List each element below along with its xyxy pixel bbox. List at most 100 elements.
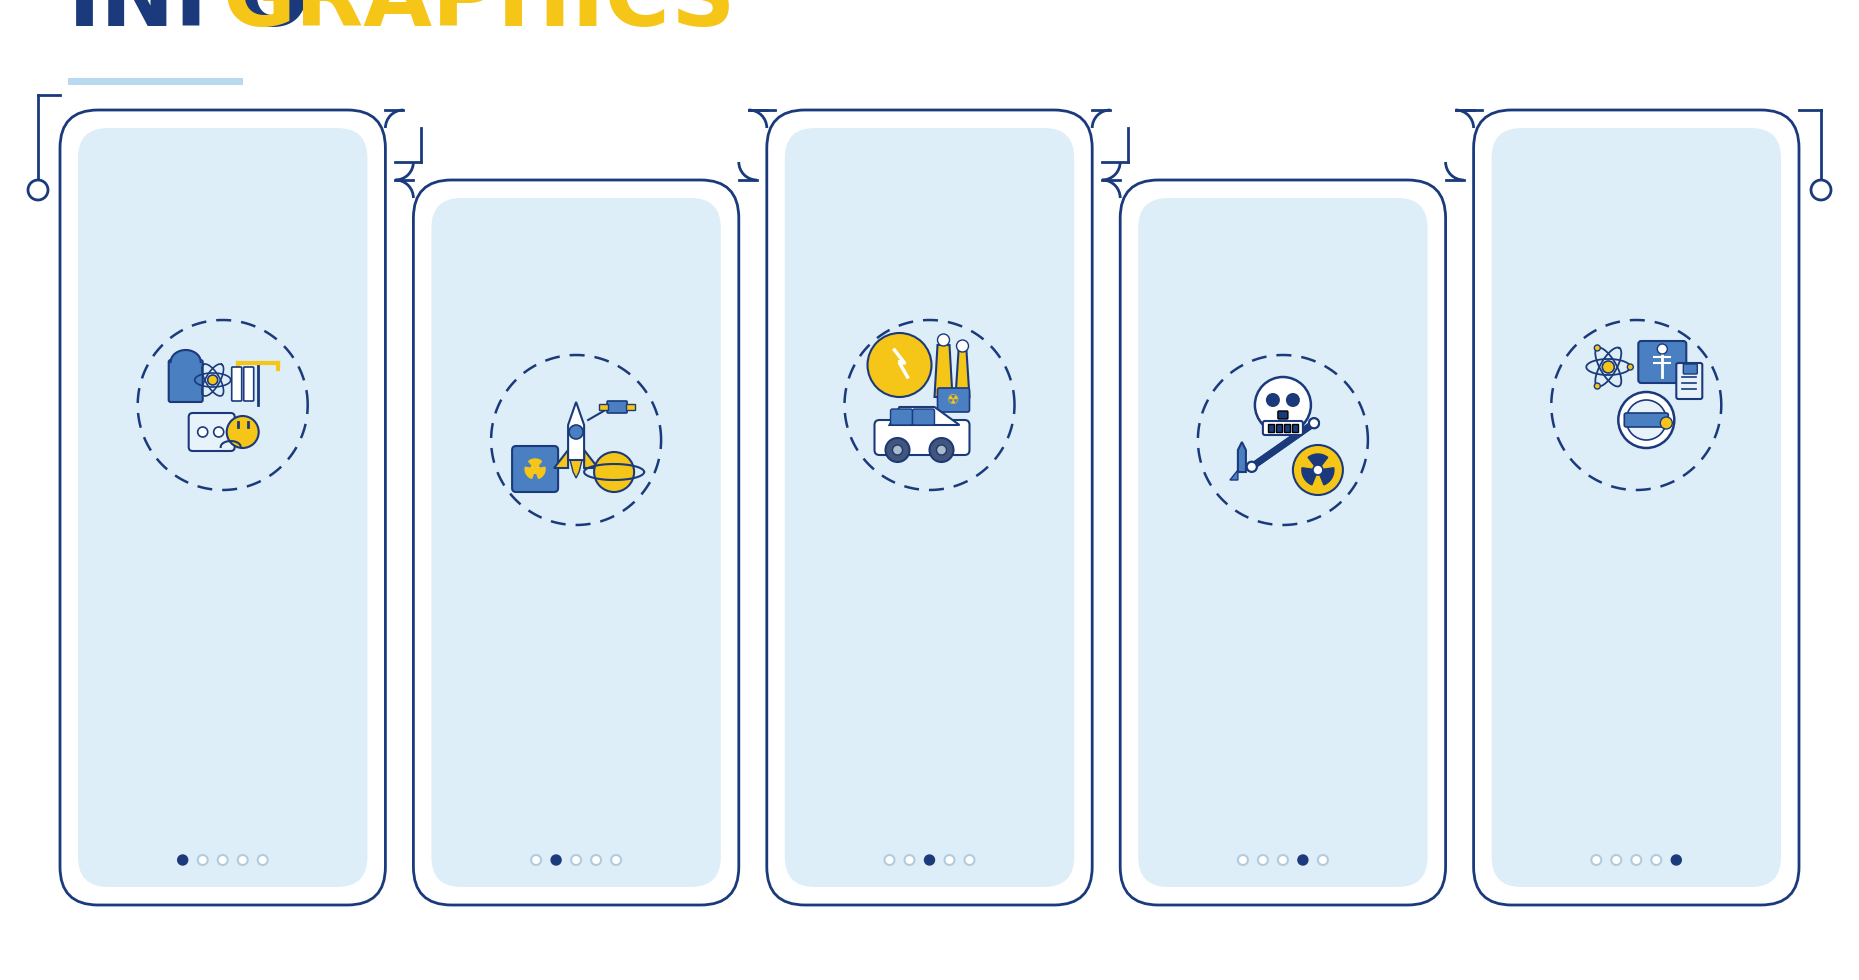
FancyBboxPatch shape [244, 367, 253, 401]
Polygon shape [894, 350, 907, 377]
Circle shape [905, 855, 915, 865]
Circle shape [885, 438, 909, 462]
Polygon shape [584, 450, 599, 468]
Text: Lorem ipsum dolor sit dim
amet, mea regione diamet
principes at.: Lorem ipsum dolor sit dim amet, mea regi… [1162, 590, 1404, 658]
Circle shape [1277, 855, 1288, 865]
Circle shape [930, 438, 954, 462]
Circle shape [1255, 377, 1311, 433]
Circle shape [1312, 465, 1324, 475]
Circle shape [571, 855, 582, 865]
Text: Nuclear
Medicine: Nuclear Medicine [1560, 510, 1714, 573]
Text: Lorem ipsum dolor sit dim
amet, mea regione diamet
principes at.: Lorem ipsum dolor sit dim amet, mea regi… [809, 565, 1050, 633]
Circle shape [885, 855, 894, 865]
FancyBboxPatch shape [890, 409, 913, 425]
Circle shape [1309, 418, 1320, 428]
Circle shape [28, 180, 48, 200]
FancyBboxPatch shape [1275, 424, 1283, 432]
Polygon shape [535, 467, 545, 478]
Text: INFO: INFO [69, 0, 312, 45]
Circle shape [1602, 361, 1614, 373]
FancyBboxPatch shape [431, 198, 721, 887]
Circle shape [1660, 417, 1673, 429]
Circle shape [218, 855, 227, 865]
FancyBboxPatch shape [599, 404, 608, 410]
Circle shape [937, 445, 946, 455]
FancyBboxPatch shape [874, 420, 970, 455]
Circle shape [1259, 855, 1268, 865]
FancyBboxPatch shape [78, 128, 368, 887]
FancyBboxPatch shape [1262, 421, 1303, 435]
FancyBboxPatch shape [1474, 110, 1800, 905]
FancyBboxPatch shape [1121, 180, 1446, 905]
Polygon shape [528, 459, 541, 469]
Circle shape [1298, 855, 1309, 865]
Text: Space
Exploration: Space Exploration [478, 535, 675, 599]
FancyBboxPatch shape [913, 409, 935, 425]
Polygon shape [1238, 442, 1246, 472]
Circle shape [1651, 855, 1662, 865]
Circle shape [892, 445, 902, 455]
FancyBboxPatch shape [1677, 363, 1703, 399]
FancyBboxPatch shape [1682, 364, 1697, 374]
Circle shape [1247, 462, 1257, 471]
Circle shape [1247, 462, 1257, 471]
Polygon shape [571, 460, 582, 478]
FancyBboxPatch shape [232, 367, 242, 401]
Polygon shape [1309, 454, 1327, 470]
FancyBboxPatch shape [1285, 424, 1290, 432]
Circle shape [1595, 383, 1601, 389]
Circle shape [532, 855, 541, 865]
Circle shape [197, 855, 208, 865]
FancyBboxPatch shape [1625, 413, 1668, 427]
Polygon shape [524, 467, 535, 478]
FancyBboxPatch shape [626, 404, 636, 410]
Text: Lorem ipsum dolor sit dim
amet, mea regione diamet
principes at.: Lorem ipsum dolor sit dim amet, mea regi… [455, 590, 697, 658]
FancyBboxPatch shape [59, 110, 385, 905]
FancyBboxPatch shape [766, 110, 1093, 905]
Circle shape [532, 465, 539, 473]
Circle shape [258, 855, 268, 865]
Circle shape [1286, 393, 1299, 407]
Circle shape [944, 855, 954, 865]
Polygon shape [889, 407, 959, 425]
FancyBboxPatch shape [1292, 424, 1298, 432]
Circle shape [214, 427, 223, 437]
Circle shape [569, 425, 584, 439]
FancyBboxPatch shape [1138, 198, 1428, 887]
Text: Nuclear
Weapons: Nuclear Weapons [1205, 535, 1361, 599]
FancyBboxPatch shape [784, 128, 1075, 887]
Circle shape [1309, 418, 1320, 428]
FancyBboxPatch shape [69, 78, 244, 85]
FancyBboxPatch shape [413, 180, 738, 905]
Circle shape [957, 340, 969, 352]
Circle shape [227, 416, 258, 448]
FancyBboxPatch shape [1638, 341, 1686, 383]
Circle shape [550, 855, 561, 865]
Circle shape [965, 855, 974, 865]
Circle shape [197, 427, 208, 437]
Text: Electricity: Electricity [136, 510, 309, 539]
Circle shape [591, 855, 600, 865]
Polygon shape [1301, 467, 1318, 485]
Text: GRAPHICS: GRAPHICS [223, 0, 736, 45]
Circle shape [178, 855, 188, 865]
Polygon shape [1231, 470, 1238, 480]
Circle shape [1632, 855, 1641, 865]
Circle shape [1612, 855, 1621, 865]
Circle shape [1292, 445, 1342, 495]
Text: ☢: ☢ [948, 393, 959, 407]
Circle shape [937, 334, 950, 346]
Circle shape [1591, 855, 1601, 865]
FancyBboxPatch shape [190, 413, 234, 451]
FancyBboxPatch shape [937, 388, 970, 412]
FancyBboxPatch shape [169, 360, 203, 402]
Polygon shape [935, 345, 952, 397]
FancyBboxPatch shape [1277, 411, 1288, 419]
Circle shape [868, 333, 931, 397]
Polygon shape [569, 402, 584, 460]
Polygon shape [554, 450, 569, 468]
Circle shape [612, 855, 621, 865]
FancyBboxPatch shape [1491, 128, 1781, 887]
Circle shape [1266, 393, 1279, 407]
Circle shape [1658, 344, 1668, 354]
